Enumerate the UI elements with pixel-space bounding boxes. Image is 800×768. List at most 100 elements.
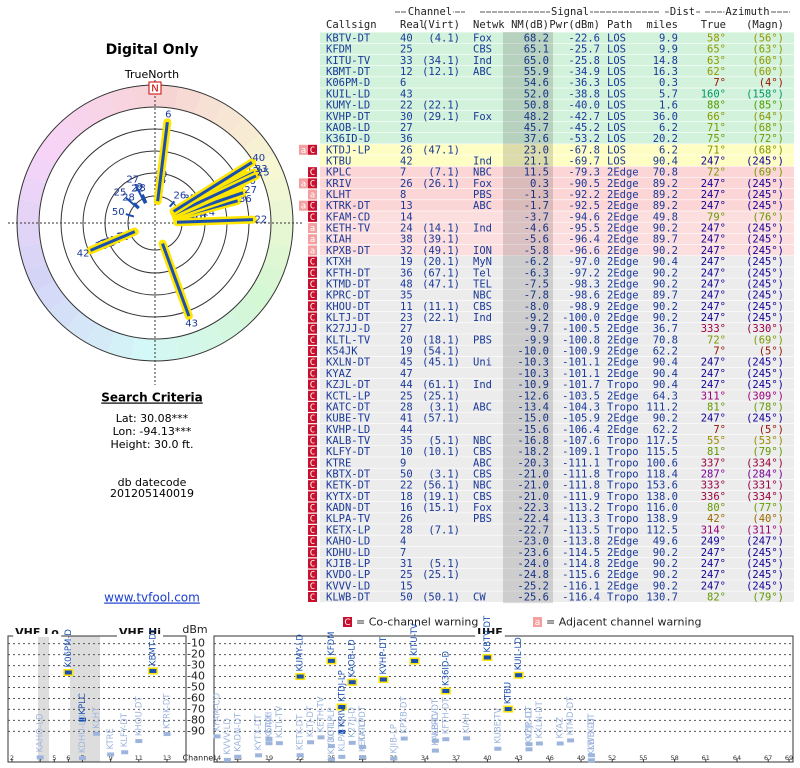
legend-adj-mark: a — [535, 618, 541, 628]
warning-box — [308, 178, 317, 189]
warning-box — [308, 290, 317, 301]
row-background — [320, 501, 794, 513]
table-cell: LOS — [607, 88, 626, 100]
table-cell: 62.2 — [653, 424, 678, 436]
signal-channel: 36 — [239, 194, 252, 205]
table-cell: 4 — [400, 536, 406, 548]
table-cell: (245°) — [746, 357, 784, 369]
signal-channel: 10 — [189, 212, 202, 223]
table-cell: Tropo — [607, 379, 639, 391]
table-cell: 115.5 — [646, 446, 678, 458]
x-tick-label: 2 — [10, 754, 14, 762]
warning-box — [308, 357, 317, 368]
band-label-bg — [116, 634, 164, 637]
table-cell: KETH-TV — [326, 223, 371, 235]
table-cell: -111.8 — [562, 469, 600, 481]
row-background — [320, 300, 794, 312]
row-background — [320, 580, 794, 591]
row-background — [320, 77, 794, 88]
table-cell: 2Edge — [607, 346, 639, 358]
compass-ring-segment — [175, 332, 203, 359]
row-background — [320, 513, 794, 524]
signal-mark — [483, 655, 491, 660]
table-cell: -22.3 — [517, 502, 549, 514]
warning-mark: C — [310, 425, 315, 435]
warning-mark: C — [310, 414, 315, 424]
table-cell: -97.2 — [568, 267, 600, 279]
signal-mark — [296, 674, 304, 679]
row-background — [320, 166, 794, 178]
table-cell: -22.7 — [517, 524, 549, 536]
row-background — [320, 412, 794, 424]
table-cell: 36 — [400, 133, 413, 145]
table-cell: 63° — [707, 55, 726, 67]
table-cell: 90.4 — [653, 155, 678, 167]
table-cell: -105.9 — [562, 413, 600, 425]
table-cell: 2Edge — [607, 390, 639, 402]
table-cell: -1.3 — [524, 189, 549, 201]
row-background — [320, 367, 794, 379]
table-cell: 90.2 — [653, 547, 678, 559]
table-cell: KALB-TV — [326, 435, 371, 447]
table-cell: (330°) — [746, 323, 784, 335]
table-cell: 19 — [400, 346, 413, 358]
signal-callsign: KLHT — [92, 706, 102, 729]
table-cell: -67.8 — [568, 144, 600, 156]
column-header: Callsign — [326, 19, 377, 31]
table-cell: 35 — [400, 290, 413, 302]
x-tick-label: 49 — [577, 754, 585, 762]
signal-callsign: KATC-DT — [358, 705, 368, 742]
signal-callsign: KVHP-LD — [525, 707, 535, 745]
table-cell: -106.4 — [562, 424, 600, 436]
column-header: Netwk — [473, 19, 505, 31]
table-cell: 26 — [400, 178, 413, 190]
signal-channel: 27 — [244, 185, 257, 196]
row-background — [320, 278, 794, 289]
table-cell: 90.2 — [653, 312, 678, 324]
table-cell: 2Edge — [607, 290, 639, 302]
row-background — [320, 54, 794, 66]
table-cell: 90.4 — [653, 379, 678, 391]
compass-ring-segment — [255, 262, 285, 292]
table-cell: Tropo — [607, 524, 639, 536]
table-cell: (245°) — [746, 558, 784, 570]
x-tick-label: 69 — [785, 754, 793, 762]
table-cell: 247° — [701, 234, 726, 246]
table-cell: -1.7 — [524, 200, 549, 212]
table-cell: 58° — [707, 33, 726, 45]
x-tick-label: 67 — [764, 754, 772, 762]
signal-callsign: KAOB-LD — [348, 639, 358, 677]
table-cell: -115.6 — [562, 569, 600, 581]
warning-mark: C — [310, 559, 315, 569]
table-cell: KVVV-LD — [326, 580, 370, 592]
table-cell: -6.3 — [524, 267, 549, 279]
table-cell: -21.0 — [517, 480, 549, 492]
signal-line — [168, 200, 176, 208]
table-cell: KFDM — [326, 44, 351, 56]
table-cell: (245°) — [746, 580, 784, 592]
table-cell: (245°) — [746, 569, 784, 581]
table-cell: -20.3 — [517, 457, 549, 469]
row-background — [320, 233, 794, 245]
row-background — [320, 468, 794, 480]
x-tick-label: 40 — [483, 754, 491, 762]
table-cell: -5.6 — [524, 234, 549, 246]
table-cell: (11.1) — [422, 301, 460, 313]
table-cell: -98.3 — [568, 278, 600, 290]
table-cell: -90.5 — [568, 178, 600, 190]
column-header: Path — [607, 19, 632, 31]
table-cell: (22.1) — [422, 312, 460, 324]
group-header-bg — [406, 6, 454, 18]
table-cell: Fox — [473, 111, 492, 123]
signal-mark — [400, 736, 408, 741]
table-cell: -23.0 — [517, 536, 549, 548]
table-cell: 68.2 — [524, 33, 549, 45]
table-cell: 247° — [701, 558, 726, 570]
table-cell: LOS — [607, 111, 626, 123]
site-link[interactable]: www.tvfool.com — [104, 591, 200, 605]
table-cell: Tropo — [607, 592, 639, 604]
y-tick-label: -20 — [187, 648, 205, 661]
table-cell: -104.3 — [562, 401, 600, 413]
table-cell: Tropo — [607, 435, 639, 447]
table-cell: 15 — [400, 580, 413, 592]
